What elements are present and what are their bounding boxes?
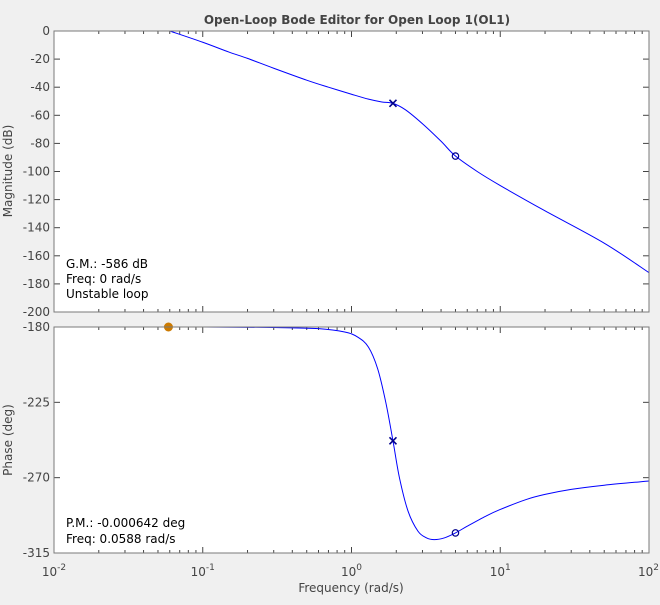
phase-ylabel: Phase (deg) — [1, 404, 15, 476]
phase-zero-marker[interactable] — [451, 529, 460, 537]
magnitude-pole-marker[interactable] — [388, 99, 398, 108]
phase-axes-background — [54, 327, 649, 553]
frequency-x-tick-label: 10-2 — [42, 563, 66, 579]
frequency-x-tick-label: 100 — [341, 563, 362, 579]
gain-margin-label: G.M.: -586 dB — [66, 257, 148, 271]
magnitude-y-tick-label: -140 — [23, 221, 50, 235]
magnitude-y-tick-label: 0 — [42, 24, 50, 38]
phase-y-tick-label: -180 — [23, 320, 50, 334]
gain-margin-freq-label: Freq: 0 rad/s — [66, 272, 141, 286]
phase-axes-frame — [53, 326, 650, 554]
phase-margin-label: P.M.: -0.000642 deg — [66, 516, 185, 530]
magnitude-y-tick-label: -120 — [23, 193, 50, 207]
magnitude-y-tick-label: -40 — [30, 80, 50, 94]
magnitude-y-tick-label: -200 — [23, 305, 50, 319]
magnitude-axes-background — [54, 31, 649, 312]
phase-panel[interactable]: -180 -225 -270 -315 10-2 10-1 100 101 102 Phase… — [1, 320, 659, 595]
phase-y-tick-label: -315 — [23, 546, 50, 560]
magnitude-y-tick-label: -160 — [23, 249, 50, 263]
phase-pole-marker[interactable] — [388, 436, 398, 445]
frequency-x-tick-label: 101 — [490, 563, 511, 579]
magnitude-curve — [169, 31, 649, 274]
magnitude-y-tick-label: -180 — [23, 277, 50, 291]
magnitude-axes-frame — [53, 30, 650, 313]
phase-y-tick-label: -270 — [23, 471, 50, 485]
frequency-x-tick-label: 10-1 — [191, 563, 215, 579]
magnitude-panel[interactable]: 0 -20 -40 -60 -80 -100 -120 -140 -160 -180 -200 Ma… — [1, 24, 650, 319]
phase-curve — [54, 327, 649, 541]
frequency-x-tick-label: 102 — [638, 563, 659, 579]
phase-margin-freq-label: Freq: 0.0588 rad/s — [66, 532, 176, 546]
magnitude-y-tick-label: -100 — [23, 165, 50, 179]
magnitude-y-tick-label: -20 — [30, 52, 50, 66]
magnitude-ylabel: Magnitude (dB) — [1, 125, 15, 218]
figure-title: Open-Loop Bode Editor for Open Loop 1(OL… — [204, 13, 510, 27]
magnitude-zero-marker[interactable] — [451, 152, 460, 160]
loop-stability-label: Unstable loop — [66, 287, 148, 301]
phase-y-tick-label: -225 — [23, 395, 50, 409]
magnitude-y-tick-label: -80 — [30, 136, 50, 150]
magnitude-y-tick-label: -60 — [30, 108, 50, 122]
frequency-xlabel: Frequency (rad/s) — [298, 581, 403, 595]
